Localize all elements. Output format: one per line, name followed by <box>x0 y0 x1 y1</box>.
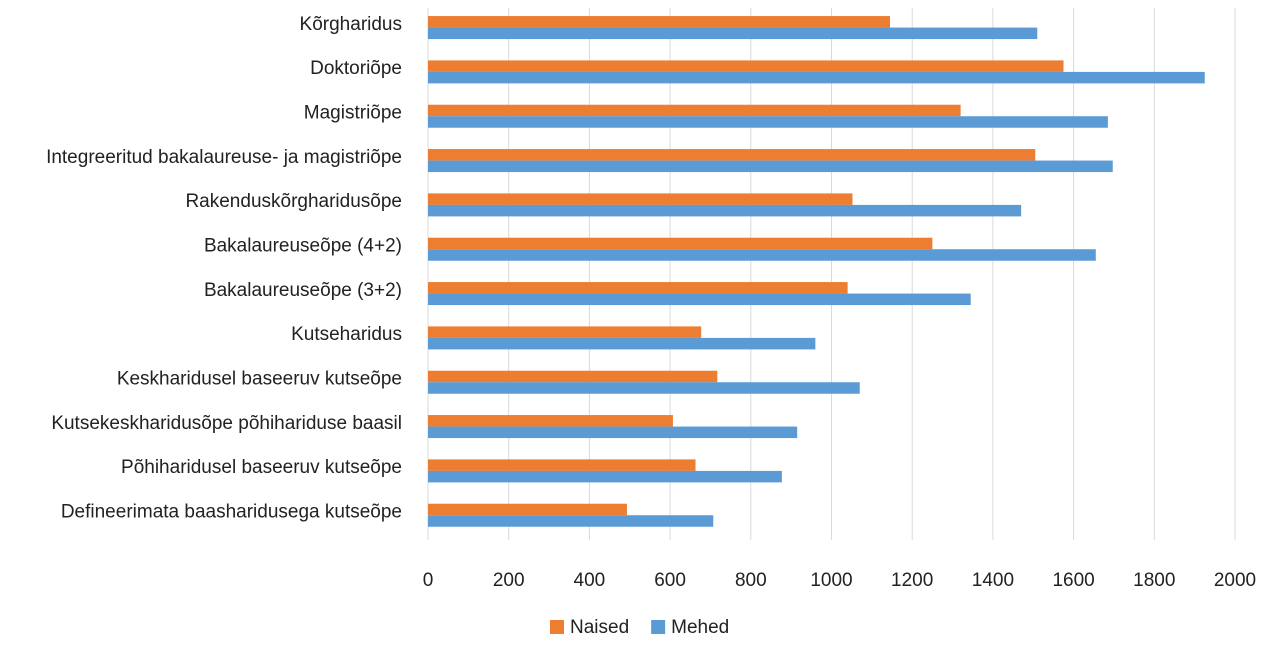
bar-naised-10 <box>428 459 696 471</box>
bar-mehed-8 <box>428 382 860 394</box>
bar-mehed-2 <box>428 116 1108 128</box>
bar-mehed-0 <box>428 27 1038 40</box>
x-tick-label: 600 <box>654 570 686 591</box>
category-label: Põhiharidusel baseeruv kutseõpe <box>121 457 402 478</box>
bar-mehed-4 <box>428 204 1022 217</box>
x-tick-label: 2000 <box>1214 570 1256 591</box>
gridlines <box>427 8 1236 540</box>
category-label: Doktoriõpe <box>310 58 402 79</box>
bar-naised-5 <box>428 237 933 250</box>
bar-mehed-5 <box>428 249 1096 261</box>
category-label: Kutsekeskharidusõpe põhihariduse baasil <box>51 413 402 434</box>
bar-naised-0 <box>428 16 891 28</box>
bar-naised-7 <box>428 326 702 338</box>
bars <box>428 16 1205 527</box>
category-label: Kõrgharidus <box>300 14 402 35</box>
bar-mehed-11 <box>428 515 714 527</box>
x-tick-label: 1000 <box>810 570 852 591</box>
legend: Naised Mehed <box>550 617 729 638</box>
bar-mehed-9 <box>428 426 798 439</box>
category-label: Kutseharidus <box>291 324 402 345</box>
bar-naised-4 <box>428 193 853 205</box>
x-tick-label: 200 <box>493 570 525 591</box>
category-label: Defineerimata baasharidusega kutseõpe <box>61 502 402 523</box>
category-labels: Kõrgharidus Doktoriõpe Magistriõpe Integree… <box>46 14 402 523</box>
bar-naised-9 <box>428 415 673 427</box>
bar-mehed-6 <box>428 293 971 306</box>
bar-naised-3 <box>428 149 1036 161</box>
bar-naised-11 <box>428 503 627 516</box>
x-tick-label: 800 <box>735 570 767 591</box>
x-tick-label: 400 <box>574 570 606 591</box>
category-label: Integreeritud bakalaureuse- ja magistriõ… <box>46 147 402 168</box>
bar-mehed-1 <box>428 71 1205 84</box>
bar-naised-6 <box>428 282 848 294</box>
category-label: Keskharidusel baseeruv kutseõpe <box>117 369 402 390</box>
bar-mehed-7 <box>428 337 816 350</box>
legend-swatch-mehed <box>651 620 666 634</box>
category-label: Magistriõpe <box>304 103 402 124</box>
legend-swatch-naised <box>550 620 564 634</box>
category-label: Rakenduskõrgharidusõpe <box>185 191 402 212</box>
x-tick-labels: 0 200 400 600 800 1000 1200 1400 1600 1800 2000 <box>423 570 1256 591</box>
category-label: Bakalaureuseõpe (4+2) <box>204 236 402 257</box>
bar-naised-2 <box>428 104 961 117</box>
x-tick-label: 1800 <box>1133 570 1175 591</box>
x-tick-label: 1400 <box>972 570 1014 591</box>
x-tick-label: 1600 <box>1052 570 1094 591</box>
x-tick-label: 0 <box>423 570 434 591</box>
bar-naised-1 <box>428 60 1064 72</box>
legend-label-mehed: Mehed <box>671 617 729 638</box>
category-label: Bakalaureuseõpe (3+2) <box>204 280 402 301</box>
bar-naised-8 <box>428 370 718 383</box>
bar-mehed-3 <box>428 160 1113 173</box>
legend-label-naised: Naised <box>570 617 629 638</box>
x-tick-label: 1200 <box>891 570 933 591</box>
bar-mehed-10 <box>428 470 782 483</box>
